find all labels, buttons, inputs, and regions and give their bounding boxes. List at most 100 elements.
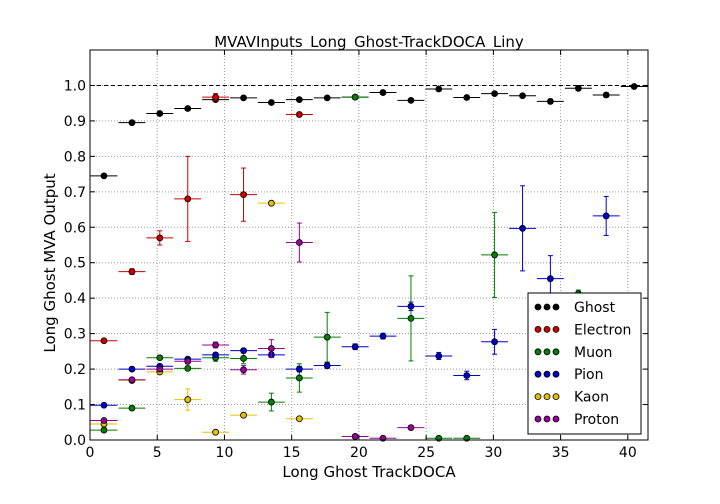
data-point xyxy=(574,84,582,92)
legend-marker xyxy=(534,303,542,311)
x-tick-label: 5 xyxy=(153,445,162,461)
series-kaon xyxy=(90,199,313,436)
data-point xyxy=(184,357,192,365)
legend-marker xyxy=(552,303,560,311)
data-point xyxy=(351,93,359,101)
data-point xyxy=(546,98,554,105)
legend-marker xyxy=(543,325,551,333)
data-point xyxy=(267,345,275,352)
data-point xyxy=(463,94,471,101)
data-point xyxy=(128,268,136,275)
legend-label: Kaon xyxy=(574,390,609,406)
legend-marker xyxy=(543,303,551,311)
data-point xyxy=(519,224,526,232)
data-point xyxy=(407,96,415,104)
axis-ticks: 0 5 10 15 20 25 30 35 40 0.0 0.1 0.2 0.3 0.4 0.5 0.6 0.7… xyxy=(64,50,648,461)
y-tick-label: 1.0 xyxy=(64,78,86,94)
legend-marker xyxy=(534,393,542,401)
data-point xyxy=(519,92,526,100)
data-point xyxy=(240,366,247,374)
data-point xyxy=(240,191,247,199)
data-point xyxy=(295,111,303,118)
data-point xyxy=(379,332,387,340)
data-point xyxy=(128,119,136,127)
data-point xyxy=(184,396,192,403)
data-point xyxy=(240,347,247,355)
data-point xyxy=(491,251,498,259)
series-proton xyxy=(90,222,425,442)
data-point xyxy=(212,341,219,349)
data-point xyxy=(184,195,192,203)
data-point xyxy=(295,415,303,423)
x-tick-label: 15 xyxy=(283,445,301,461)
y-tick-label: 0.6 xyxy=(64,220,86,236)
data-point xyxy=(267,398,275,406)
legend-label: Ghost xyxy=(574,300,616,316)
series-ghost xyxy=(90,83,648,180)
legend-marker xyxy=(534,325,542,333)
data-point xyxy=(100,401,108,409)
y-tick-label: 0.5 xyxy=(64,256,86,272)
legend-marker xyxy=(552,393,560,401)
data-point xyxy=(156,234,164,242)
data-point xyxy=(435,352,443,360)
data-point xyxy=(128,376,136,384)
data-point xyxy=(491,90,498,98)
data-point xyxy=(184,105,192,112)
data-point xyxy=(351,343,359,351)
series-layer xyxy=(90,83,648,442)
data-point xyxy=(546,275,554,283)
data-point xyxy=(212,428,219,436)
legend-marker xyxy=(552,415,560,423)
x-tick-label: 20 xyxy=(350,445,368,461)
data-point xyxy=(463,372,471,379)
y-tick-label: 0.4 xyxy=(64,291,86,307)
data-point xyxy=(435,85,443,93)
data-point xyxy=(295,365,303,373)
data-point xyxy=(267,99,275,106)
x-tick-label: 40 xyxy=(619,445,637,461)
data-point xyxy=(630,83,638,90)
plot-frame xyxy=(89,49,649,441)
data-point xyxy=(267,199,275,207)
y-tick-label: 0.8 xyxy=(64,149,86,165)
series-electron xyxy=(90,93,313,345)
legend-box xyxy=(527,292,642,435)
x-tick-label: 0 xyxy=(86,445,95,461)
data-point xyxy=(407,302,415,310)
x-tick-label: 25 xyxy=(417,445,435,461)
data-point xyxy=(156,354,164,362)
legend-marker xyxy=(543,393,551,401)
data-point xyxy=(212,93,219,101)
legend-marker xyxy=(534,415,542,423)
y-tick-label: 0.3 xyxy=(64,327,86,343)
x-tick-label: 30 xyxy=(484,445,502,461)
data-point xyxy=(323,94,331,102)
data-point xyxy=(100,426,108,434)
data-point xyxy=(323,362,331,369)
chart-title: MVAVInputs_Long_Ghost-TrackDOCA_Liny xyxy=(214,33,524,52)
data-point xyxy=(240,411,247,419)
data-point xyxy=(240,94,247,102)
data-point xyxy=(407,424,415,431)
x-tick-label: 10 xyxy=(216,445,234,461)
legend-marker xyxy=(534,370,542,378)
data-point xyxy=(323,333,331,341)
data-point xyxy=(156,110,164,117)
data-point xyxy=(100,417,108,424)
data-point xyxy=(602,91,610,99)
legend-label: Muon xyxy=(574,345,612,361)
data-point xyxy=(240,355,247,362)
data-point xyxy=(295,374,303,382)
x-tick-label: 35 xyxy=(552,445,570,461)
data-point xyxy=(379,89,387,96)
series-pion xyxy=(90,185,620,409)
y-axis-label: Long Ghost MVA Output xyxy=(41,173,59,352)
data-point xyxy=(100,337,108,345)
data-point xyxy=(212,351,219,359)
y-tick-label: 0.2 xyxy=(64,362,86,378)
legend-marker xyxy=(543,348,551,356)
legend-marker xyxy=(552,370,560,378)
data-point xyxy=(407,314,415,322)
